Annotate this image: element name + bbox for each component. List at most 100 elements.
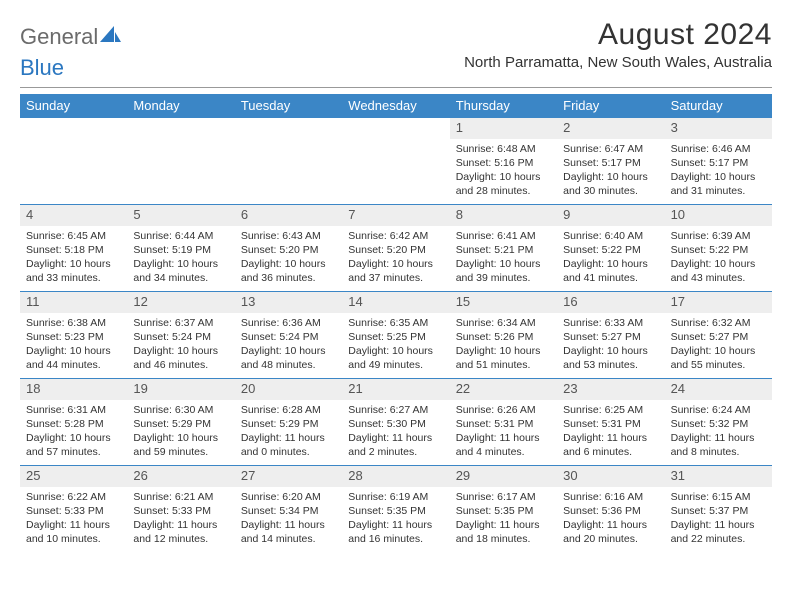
day-number: 13 bbox=[235, 292, 342, 313]
day-details: Sunrise: 6:22 AMSunset: 5:33 PMDaylight:… bbox=[20, 487, 127, 551]
header-rule bbox=[20, 87, 772, 88]
day-details: Sunrise: 6:15 AMSunset: 5:37 PMDaylight:… bbox=[665, 487, 772, 551]
day-details: Sunrise: 6:34 AMSunset: 5:26 PMDaylight:… bbox=[450, 313, 557, 377]
calendar-day-cell: 25Sunrise: 6:22 AMSunset: 5:33 PMDayligh… bbox=[20, 466, 127, 552]
day-number: 9 bbox=[557, 205, 664, 226]
day-details: Sunrise: 6:28 AMSunset: 5:29 PMDaylight:… bbox=[235, 400, 342, 464]
day-number: 4 bbox=[20, 205, 127, 226]
day-number: 8 bbox=[450, 205, 557, 226]
day-details: Sunrise: 6:45 AMSunset: 5:18 PMDaylight:… bbox=[20, 226, 127, 290]
day-details: Sunrise: 6:46 AMSunset: 5:17 PMDaylight:… bbox=[665, 139, 772, 203]
day-details: Sunrise: 6:40 AMSunset: 5:22 PMDaylight:… bbox=[557, 226, 664, 290]
day-details: Sunrise: 6:48 AMSunset: 5:16 PMDaylight:… bbox=[450, 139, 557, 203]
calendar-day-cell: 20Sunrise: 6:28 AMSunset: 5:29 PMDayligh… bbox=[235, 379, 342, 465]
calendar-week: 11Sunrise: 6:38 AMSunset: 5:23 PMDayligh… bbox=[20, 292, 772, 379]
day-number: 17 bbox=[665, 292, 772, 313]
day-number: 29 bbox=[450, 466, 557, 487]
calendar-week: 4Sunrise: 6:45 AMSunset: 5:18 PMDaylight… bbox=[20, 205, 772, 292]
calendar-week: 25Sunrise: 6:22 AMSunset: 5:33 PMDayligh… bbox=[20, 466, 772, 552]
day-details: Sunrise: 6:26 AMSunset: 5:31 PMDaylight:… bbox=[450, 400, 557, 464]
logo-word-general: General bbox=[20, 24, 98, 50]
calendar-day-cell: . bbox=[20, 118, 127, 204]
calendar-day-cell: 17Sunrise: 6:32 AMSunset: 5:27 PMDayligh… bbox=[665, 292, 772, 378]
day-details: Sunrise: 6:44 AMSunset: 5:19 PMDaylight:… bbox=[127, 226, 234, 290]
day-details: Sunrise: 6:32 AMSunset: 5:27 PMDaylight:… bbox=[665, 313, 772, 377]
calendar-day-cell: 18Sunrise: 6:31 AMSunset: 5:28 PMDayligh… bbox=[20, 379, 127, 465]
day-details: Sunrise: 6:41 AMSunset: 5:21 PMDaylight:… bbox=[450, 226, 557, 290]
calendar-day-cell: 30Sunrise: 6:16 AMSunset: 5:36 PMDayligh… bbox=[557, 466, 664, 552]
day-number: 26 bbox=[127, 466, 234, 487]
day-details: Sunrise: 6:24 AMSunset: 5:32 PMDaylight:… bbox=[665, 400, 772, 464]
calendar-day-cell: 31Sunrise: 6:15 AMSunset: 5:37 PMDayligh… bbox=[665, 466, 772, 552]
calendar-day-cell: . bbox=[127, 118, 234, 204]
calendar-day-cell: 26Sunrise: 6:21 AMSunset: 5:33 PMDayligh… bbox=[127, 466, 234, 552]
weekday-header-row: SundayMondayTuesdayWednesdayThursdayFrid… bbox=[20, 94, 772, 118]
weekday-header: Sunday bbox=[20, 94, 127, 118]
day-number: 25 bbox=[20, 466, 127, 487]
day-number: 23 bbox=[557, 379, 664, 400]
calendar-day-cell: . bbox=[235, 118, 342, 204]
day-number: 16 bbox=[557, 292, 664, 313]
calendar-day-cell: 15Sunrise: 6:34 AMSunset: 5:26 PMDayligh… bbox=[450, 292, 557, 378]
day-details: Sunrise: 6:31 AMSunset: 5:28 PMDaylight:… bbox=[20, 400, 127, 464]
calendar: SundayMondayTuesdayWednesdayThursdayFrid… bbox=[20, 94, 772, 552]
logo-word-blue: Blue bbox=[20, 55, 64, 81]
day-details: Sunrise: 6:47 AMSunset: 5:17 PMDaylight:… bbox=[557, 139, 664, 203]
calendar-day-cell: 8Sunrise: 6:41 AMSunset: 5:21 PMDaylight… bbox=[450, 205, 557, 291]
day-number: 11 bbox=[20, 292, 127, 313]
calendar-day-cell: 21Sunrise: 6:27 AMSunset: 5:30 PMDayligh… bbox=[342, 379, 449, 465]
weekday-header: Friday bbox=[557, 94, 664, 118]
weekday-header: Tuesday bbox=[235, 94, 342, 118]
weekday-header: Saturday bbox=[665, 94, 772, 118]
day-number: 3 bbox=[665, 118, 772, 139]
calendar-day-cell: 14Sunrise: 6:35 AMSunset: 5:25 PMDayligh… bbox=[342, 292, 449, 378]
calendar-day-cell: 11Sunrise: 6:38 AMSunset: 5:23 PMDayligh… bbox=[20, 292, 127, 378]
calendar-day-cell: 16Sunrise: 6:33 AMSunset: 5:27 PMDayligh… bbox=[557, 292, 664, 378]
day-details: Sunrise: 6:20 AMSunset: 5:34 PMDaylight:… bbox=[235, 487, 342, 551]
day-number: 7 bbox=[342, 205, 449, 226]
day-details: Sunrise: 6:16 AMSunset: 5:36 PMDaylight:… bbox=[557, 487, 664, 551]
calendar-day-cell: 27Sunrise: 6:20 AMSunset: 5:34 PMDayligh… bbox=[235, 466, 342, 552]
day-details: Sunrise: 6:27 AMSunset: 5:30 PMDaylight:… bbox=[342, 400, 449, 464]
calendar-day-cell: 24Sunrise: 6:24 AMSunset: 5:32 PMDayligh… bbox=[665, 379, 772, 465]
day-number: 19 bbox=[127, 379, 234, 400]
day-details: Sunrise: 6:25 AMSunset: 5:31 PMDaylight:… bbox=[557, 400, 664, 464]
day-details: Sunrise: 6:33 AMSunset: 5:27 PMDaylight:… bbox=[557, 313, 664, 377]
logo: General bbox=[20, 18, 122, 50]
day-number: 24 bbox=[665, 379, 772, 400]
day-number: 28 bbox=[342, 466, 449, 487]
day-number: 6 bbox=[235, 205, 342, 226]
day-details: Sunrise: 6:21 AMSunset: 5:33 PMDaylight:… bbox=[127, 487, 234, 551]
calendar-day-cell: . bbox=[342, 118, 449, 204]
calendar-day-cell: 5Sunrise: 6:44 AMSunset: 5:19 PMDaylight… bbox=[127, 205, 234, 291]
day-number: 18 bbox=[20, 379, 127, 400]
day-number: 14 bbox=[342, 292, 449, 313]
day-details: Sunrise: 6:30 AMSunset: 5:29 PMDaylight:… bbox=[127, 400, 234, 464]
day-details: Sunrise: 6:43 AMSunset: 5:20 PMDaylight:… bbox=[235, 226, 342, 290]
calendar-day-cell: 1Sunrise: 6:48 AMSunset: 5:16 PMDaylight… bbox=[450, 118, 557, 204]
calendar-day-cell: 10Sunrise: 6:39 AMSunset: 5:22 PMDayligh… bbox=[665, 205, 772, 291]
calendar-day-cell: 19Sunrise: 6:30 AMSunset: 5:29 PMDayligh… bbox=[127, 379, 234, 465]
day-number: 2 bbox=[557, 118, 664, 139]
day-details: Sunrise: 6:42 AMSunset: 5:20 PMDaylight:… bbox=[342, 226, 449, 290]
day-details: Sunrise: 6:35 AMSunset: 5:25 PMDaylight:… bbox=[342, 313, 449, 377]
day-number: 31 bbox=[665, 466, 772, 487]
calendar-week: 18Sunrise: 6:31 AMSunset: 5:28 PMDayligh… bbox=[20, 379, 772, 466]
day-number: 5 bbox=[127, 205, 234, 226]
calendar-day-cell: 23Sunrise: 6:25 AMSunset: 5:31 PMDayligh… bbox=[557, 379, 664, 465]
location-subtitle: North Parramatta, New South Wales, Austr… bbox=[464, 54, 772, 71]
calendar-day-cell: 28Sunrise: 6:19 AMSunset: 5:35 PMDayligh… bbox=[342, 466, 449, 552]
calendar-day-cell: 12Sunrise: 6:37 AMSunset: 5:24 PMDayligh… bbox=[127, 292, 234, 378]
day-number: 15 bbox=[450, 292, 557, 313]
calendar-day-cell: 13Sunrise: 6:36 AMSunset: 5:24 PMDayligh… bbox=[235, 292, 342, 378]
calendar-day-cell: 4Sunrise: 6:45 AMSunset: 5:18 PMDaylight… bbox=[20, 205, 127, 291]
calendar-day-cell: 3Sunrise: 6:46 AMSunset: 5:17 PMDaylight… bbox=[665, 118, 772, 204]
calendar-day-cell: 7Sunrise: 6:42 AMSunset: 5:20 PMDaylight… bbox=[342, 205, 449, 291]
day-number: 12 bbox=[127, 292, 234, 313]
logo-sail-icon bbox=[100, 26, 122, 44]
day-number: 21 bbox=[342, 379, 449, 400]
calendar-week: ....1Sunrise: 6:48 AMSunset: 5:16 PMDayl… bbox=[20, 118, 772, 205]
day-number: 10 bbox=[665, 205, 772, 226]
day-details: Sunrise: 6:38 AMSunset: 5:23 PMDaylight:… bbox=[20, 313, 127, 377]
day-number: 22 bbox=[450, 379, 557, 400]
